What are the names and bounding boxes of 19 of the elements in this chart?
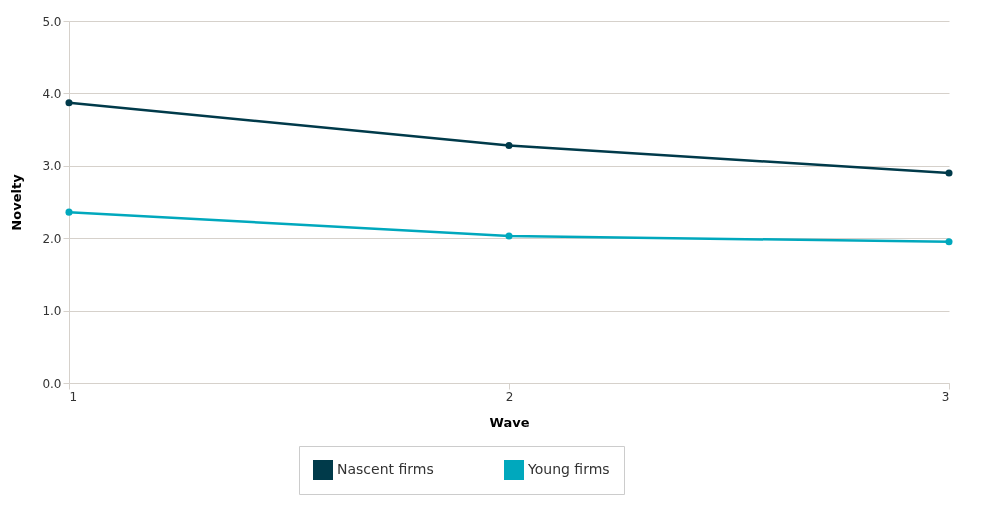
x-axis-title: Wave: [489, 414, 530, 430]
y-tick-label: 0.0: [42, 376, 62, 391]
point: [65, 99, 73, 107]
x-tick-label: 1: [69, 389, 78, 404]
point: [505, 232, 513, 240]
y-axis-title: Novelty: [9, 173, 25, 231]
legend-label: Young firms: [527, 461, 610, 477]
point: [505, 142, 513, 150]
legend-label: Nascent firms: [337, 461, 434, 477]
x-tick-label: 3: [941, 389, 950, 404]
y-tick-label: 1.0: [42, 304, 62, 319]
y-tick-label: 5.0: [42, 14, 62, 29]
point: [945, 169, 953, 177]
y-tick-label: 3.0: [42, 159, 62, 174]
y-tick-label: 4.0: [42, 86, 62, 101]
point: [65, 208, 73, 216]
point: [945, 238, 953, 246]
x-tick-label: 2: [505, 389, 514, 404]
y-tick-label: 2.0: [42, 231, 62, 246]
